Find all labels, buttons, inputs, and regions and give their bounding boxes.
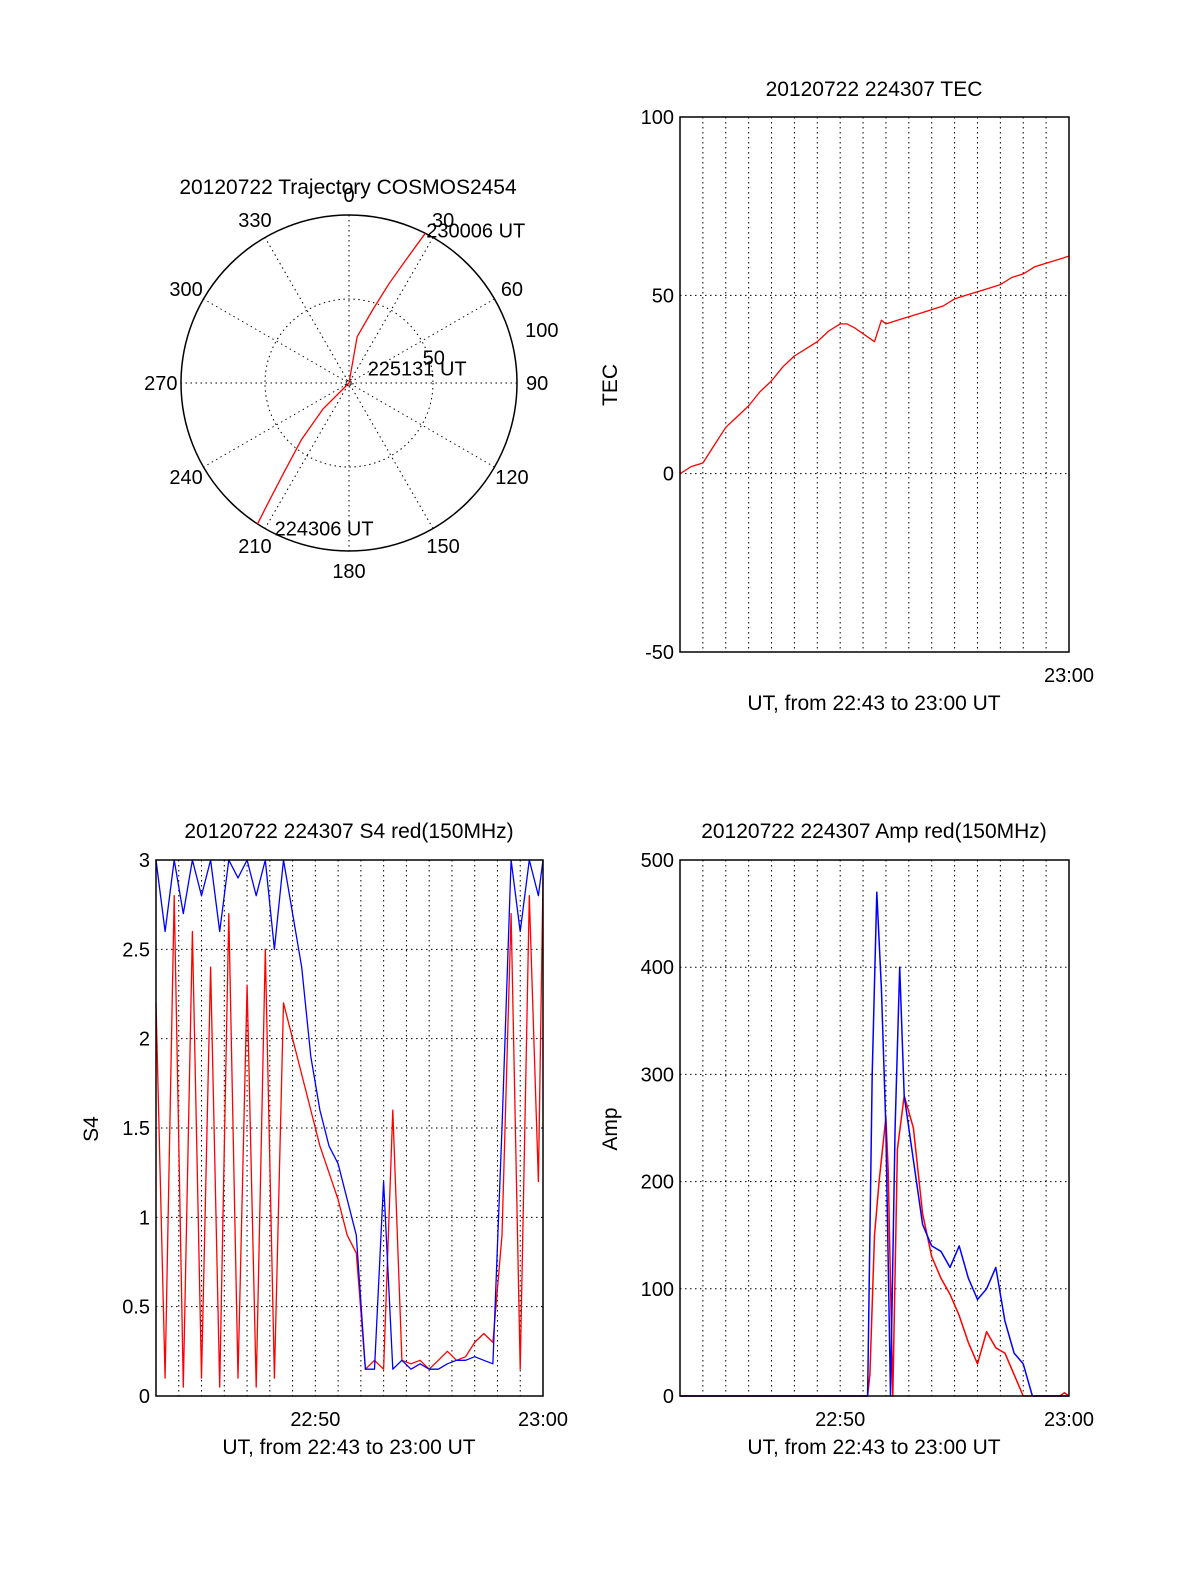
tec-axes-frame bbox=[679, 116, 1070, 653]
s4-plot-area: 0 0.5 1 1.5 2 2.5 3 22:50 23:00 bbox=[122, 850, 568, 1431]
s4-series-blue bbox=[155, 859, 544, 1370]
s4-ytick-label: 0.5 bbox=[122, 1297, 150, 1319]
tec-plot-area: -50 0 50 100 23:00 bbox=[641, 107, 1094, 687]
amp-ytick-label: 100 bbox=[641, 1279, 674, 1301]
ring-label-100: 100 bbox=[525, 320, 558, 342]
amp-series-red bbox=[680, 1095, 1070, 1397]
azimuth-label-240: 240 bbox=[169, 467, 202, 489]
tec-x-axis-label: UT, from 22:43 to 23:00 UT bbox=[747, 692, 1000, 715]
tec-ytick-label: -50 bbox=[645, 642, 674, 664]
ring-label-50: 50 bbox=[423, 348, 445, 370]
amp-x-axis-label: UT, from 22:43 to 23:00 UT bbox=[747, 1436, 1000, 1459]
trajectory-annotation-2: 224306 UT bbox=[275, 519, 374, 541]
s4-ytick-label: 2.5 bbox=[122, 939, 150, 961]
s4-chart: 20120722 224307 S4 red(150MHz) 0 0.5 1 1.5 2… bbox=[80, 820, 568, 1459]
polar-center-mark bbox=[344, 378, 354, 388]
amp-ytick-label: 0 bbox=[663, 1386, 674, 1408]
tec-chart: 20120722 224307 TEC -50 0 50 100 23:00 UT, f… bbox=[599, 78, 1094, 715]
azimuth-label-30: 30 bbox=[432, 210, 454, 232]
amp-series-blue bbox=[680, 891, 1069, 1397]
polar-spoke-150 bbox=[264, 237, 434, 529]
s4-chart-title: 20120722 224307 S4 red(150MHz) bbox=[184, 820, 513, 843]
polar-spoke-60 bbox=[203, 298, 495, 468]
azimuth-label-330: 330 bbox=[238, 210, 271, 232]
azimuth-label-210: 210 bbox=[238, 536, 271, 558]
azimuth-label-90: 90 bbox=[526, 373, 548, 395]
amp-ytick-label: 400 bbox=[641, 957, 674, 979]
azimuth-label-270: 270 bbox=[144, 373, 177, 395]
polar-chart-title: 20120722 Trajectory COSMOS2454 bbox=[179, 176, 517, 199]
amp-axes-frame bbox=[679, 859, 1070, 1397]
amp-ytick-label: 300 bbox=[641, 1064, 674, 1086]
azimuth-label-150: 150 bbox=[426, 536, 459, 558]
polar-spoke-30 bbox=[264, 237, 434, 529]
trajectory-annotation-1: 225131 UT bbox=[368, 358, 467, 380]
tec-chart-title: 20120722 224307 TEC bbox=[766, 78, 983, 101]
amp-chart: 20120722 224307 Amp red(150MHz) 0 100 200 3… bbox=[599, 820, 1094, 1459]
s4-series-red bbox=[155, 877, 544, 1388]
s4-xtick-label: 22:50 bbox=[290, 1409, 340, 1431]
trajectory-line bbox=[256, 232, 426, 525]
amp-y-axis-label: Amp bbox=[599, 1107, 622, 1150]
s4-x-axis-label: UT, from 22:43 to 23:00 UT bbox=[222, 1436, 475, 1459]
azimuth-label-0: 0 bbox=[343, 185, 354, 207]
azimuth-label-60: 60 bbox=[501, 279, 523, 301]
amp-chart-title: 20120722 224307 Amp red(150MHz) bbox=[701, 820, 1047, 843]
s4-ytick-label: 1.5 bbox=[122, 1118, 150, 1140]
polar-labels: 0 30 60 90 120 150 180 210 240 270 300 330 50 100 2300… bbox=[144, 185, 558, 583]
azimuth-label-180: 180 bbox=[332, 561, 365, 583]
tec-ytick-label: 100 bbox=[641, 107, 674, 129]
s4-y-axis-label: S4 bbox=[80, 1116, 103, 1142]
amp-xtick-label: 23:00 bbox=[1044, 1409, 1094, 1431]
tec-ytick-label: 50 bbox=[652, 285, 674, 307]
s4-ytick-label: 0 bbox=[139, 1386, 150, 1408]
trajectory-annotation-0: 230006 UT bbox=[426, 221, 525, 243]
polar-track bbox=[256, 232, 426, 525]
trajectory-polar-chart: 20120722 Trajectory COSMOS2454 0 30 60 90 12… bbox=[144, 176, 558, 583]
amp-plot-area: 0 100 200 300 400 500 22:50 23:00 bbox=[641, 850, 1094, 1431]
tec-ytick-label: 0 bbox=[663, 464, 674, 486]
azimuth-label-300: 300 bbox=[169, 279, 202, 301]
amp-ytick-label: 500 bbox=[641, 850, 674, 872]
tec-y-axis-label: TEC bbox=[599, 364, 622, 406]
amp-ytick-label: 200 bbox=[641, 1172, 674, 1194]
tec-series-red bbox=[679, 255, 1070, 475]
polar-grid bbox=[180, 214, 518, 552]
polar-ring-50 bbox=[264, 298, 434, 468]
azimuth-label-120: 120 bbox=[495, 467, 528, 489]
s4-axes-frame bbox=[155, 859, 544, 1397]
s4-ytick-label: 2 bbox=[139, 1029, 150, 1051]
s4-ytick-label: 3 bbox=[139, 850, 150, 872]
s4-ytick-label: 1 bbox=[139, 1207, 150, 1229]
tec-xtick-label: 23:00 bbox=[1044, 665, 1094, 687]
polar-spoke-120 bbox=[203, 298, 495, 468]
s4-xtick-label: 23:00 bbox=[518, 1409, 568, 1431]
amp-xtick-label: 22:50 bbox=[815, 1409, 865, 1431]
